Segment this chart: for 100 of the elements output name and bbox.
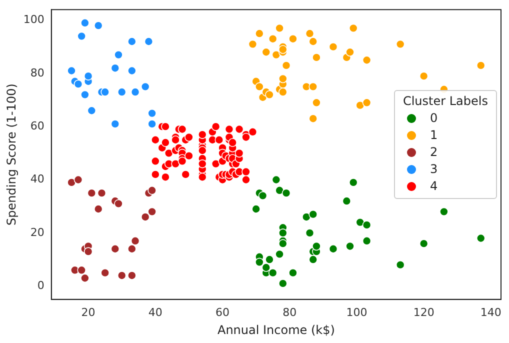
point — [74, 175, 83, 184]
point — [67, 66, 76, 76]
point — [328, 244, 338, 254]
point — [305, 29, 314, 38]
point — [440, 207, 448, 216]
point — [272, 175, 281, 184]
point — [117, 88, 126, 96]
point — [275, 186, 284, 195]
point — [362, 236, 372, 246]
point — [278, 45, 288, 54]
point — [275, 24, 284, 33]
point — [130, 88, 140, 96]
point — [128, 37, 136, 46]
point — [419, 72, 428, 80]
point — [128, 271, 136, 280]
point — [262, 48, 271, 57]
point — [308, 255, 318, 264]
x-tick-label: 140 — [480, 306, 502, 319]
point — [248, 40, 258, 49]
point — [87, 188, 96, 198]
point — [362, 220, 372, 230]
point — [114, 199, 123, 208]
point — [308, 114, 318, 124]
point — [278, 88, 288, 96]
point — [74, 80, 83, 88]
point — [302, 212, 311, 222]
legend-label: 0 — [430, 111, 438, 126]
legend-label: 4 — [430, 179, 438, 194]
x-tick-label: 20 — [81, 306, 96, 319]
point — [80, 274, 90, 283]
point — [396, 260, 405, 270]
point — [282, 61, 291, 70]
point — [348, 178, 358, 187]
point — [288, 34, 298, 44]
point — [144, 37, 154, 46]
point — [148, 108, 156, 118]
point — [140, 212, 150, 222]
point — [94, 21, 103, 30]
point — [100, 268, 110, 278]
point — [362, 98, 372, 108]
point — [87, 106, 96, 116]
point — [356, 100, 364, 110]
point — [312, 242, 321, 251]
point — [110, 64, 120, 72]
point — [275, 250, 284, 259]
point — [140, 82, 150, 92]
point — [278, 239, 288, 248]
point — [100, 88, 110, 96]
point — [80, 18, 90, 28]
point — [356, 218, 364, 227]
point — [114, 50, 123, 60]
x-tick-label: 60 — [216, 306, 230, 319]
x-tick-label: 120 — [413, 306, 434, 319]
point — [396, 40, 405, 49]
point — [278, 279, 288, 288]
x-tick-label: 40 — [148, 306, 162, 319]
point — [265, 90, 274, 100]
point — [77, 266, 86, 275]
point — [110, 120, 120, 128]
point — [148, 120, 156, 128]
y-tick-label: 0 — [37, 278, 44, 292]
point — [305, 228, 314, 238]
point — [117, 271, 126, 280]
point — [84, 247, 93, 256]
x-tick-label: 80 — [282, 306, 297, 319]
point — [268, 268, 278, 278]
y-tick-label: 20 — [30, 226, 44, 239]
point — [419, 239, 428, 248]
point — [128, 66, 136, 76]
point — [308, 37, 318, 46]
point — [346, 48, 354, 57]
legend-label: 2 — [430, 145, 438, 160]
point — [255, 258, 264, 267]
y-tick-label: 80 — [30, 66, 44, 80]
point — [255, 82, 264, 92]
point — [312, 98, 321, 108]
point — [308, 82, 318, 92]
point — [80, 90, 90, 100]
point — [258, 191, 268, 200]
legend-label: 1 — [430, 128, 438, 142]
point — [67, 178, 76, 187]
y-axis-title: Spending Score (1-100) — [4, 84, 18, 226]
legend-title: Cluster Labels — [402, 94, 488, 108]
y-tick-label: 40 — [30, 172, 44, 186]
point — [148, 186, 156, 195]
y-tick-label: 60 — [30, 119, 44, 132]
point — [476, 234, 486, 243]
point — [288, 268, 298, 278]
point — [255, 29, 264, 38]
point — [110, 244, 120, 254]
point — [77, 32, 86, 41]
point — [130, 236, 140, 246]
point — [308, 210, 318, 219]
point — [346, 242, 354, 251]
point — [282, 188, 291, 198]
point — [97, 188, 106, 198]
point — [342, 196, 352, 206]
legend-label: 3 — [430, 162, 438, 176]
point — [265, 255, 274, 264]
point — [476, 61, 486, 70]
